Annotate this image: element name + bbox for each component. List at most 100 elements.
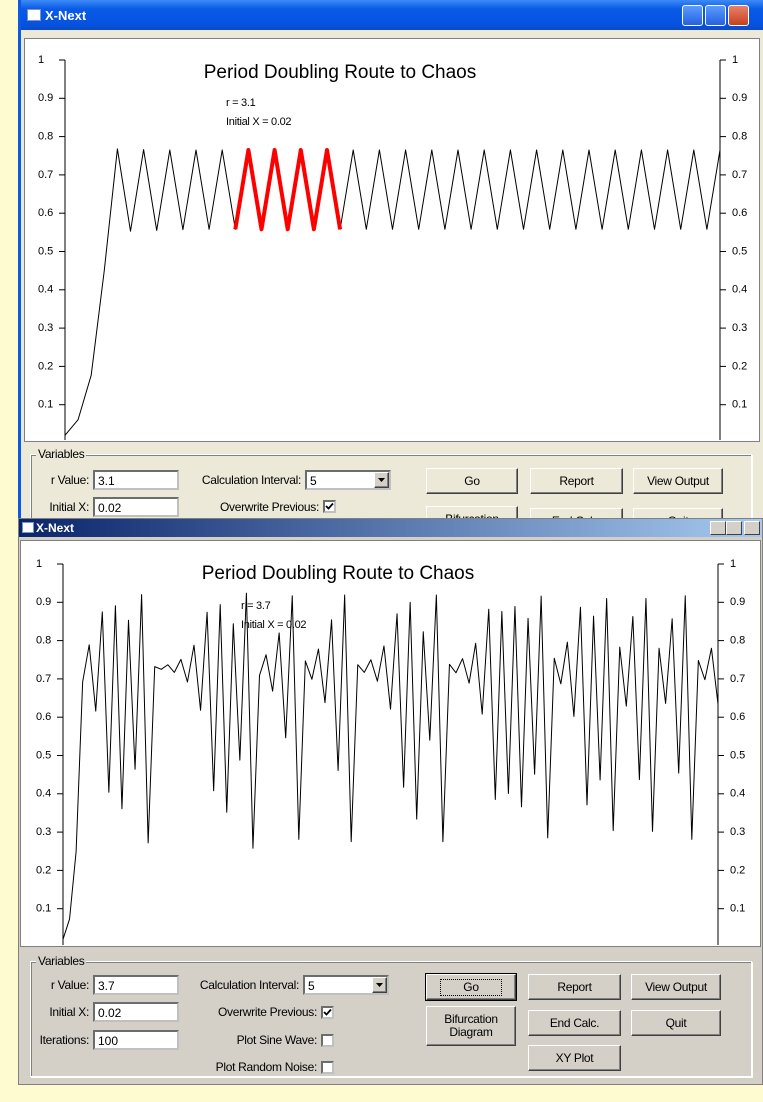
button[interactable]: Go — [425, 973, 517, 1001]
y-tick-label: 0.1 — [36, 903, 51, 915]
button[interactable]: Quit — [633, 508, 723, 520]
checkbox[interactable] — [321, 1006, 334, 1019]
y-tick-label: 0.4 — [36, 788, 51, 800]
window: X-Next 0.1 0.1 0.2 0.2 0.3 0.3 0.4 0.4 0.5 0.5 0.6… — [18, 518, 763, 1085]
button[interactable]: View Output — [633, 468, 723, 494]
text-box[interactable]: 0.02 — [93, 1002, 179, 1022]
button[interactable]: Go — [426, 468, 518, 494]
check-mark — [323, 1008, 332, 1016]
text-box[interactable]: 3.1 — [93, 470, 179, 490]
dropdown-arrow — [378, 478, 385, 482]
field-label: Iterations: — [39, 1033, 90, 1047]
app-icon — [22, 522, 34, 533]
y-tick-label: 0.2 — [36, 864, 51, 876]
text-box[interactable]: 100 — [93, 1030, 179, 1050]
chart-panel — [24, 38, 760, 442]
y-tick-label: 0.4 — [730, 788, 745, 800]
close-button[interactable] — [744, 521, 760, 535]
data-line — [62, 592, 719, 940]
field-label: Calculation Interval: — [201, 473, 301, 487]
y-tick-label: 0.5 — [732, 245, 747, 257]
y-tick-label: 0.8 — [730, 635, 745, 647]
dropdown-button[interactable] — [372, 977, 387, 993]
y-tick-label: 0.9 — [38, 92, 53, 104]
y-tick-label: 0.8 — [732, 131, 747, 143]
app-icon — [27, 9, 41, 21]
button[interactable]: End Calc. — [528, 1010, 621, 1036]
button[interactable]: Bifurcation Diagram — [426, 1006, 516, 1046]
annotation: r = 3.1 — [226, 97, 256, 109]
y-tick-label: 0.1 — [38, 399, 53, 411]
button[interactable]: End Calc. — [530, 508, 623, 520]
y-tick-label: 1 — [732, 54, 738, 66]
chart: 0.1 0.1 0.2 0.2 0.3 0.3 0.4 0.4 0.5 0.5 0.6 0.6 0.7 0… — [38, 54, 747, 440]
y-tick-label: 0.2 — [38, 360, 53, 372]
dropdown-button[interactable] — [374, 472, 389, 488]
y-tick-label: 0.8 — [38, 131, 53, 143]
y-tick-label: 0.6 — [732, 207, 747, 219]
data-line — [233, 148, 343, 232]
check-label: Plot Random Noise: — [215, 1060, 318, 1074]
window-title: X-Next — [36, 521, 75, 535]
text-box[interactable]: 0.02 — [93, 497, 179, 517]
text-box[interactable]: 3.7 — [93, 975, 179, 995]
button[interactable]: Bifurcation — [426, 506, 518, 520]
title-bar: X-Next — [19, 519, 762, 537]
field-label: r Value: — [50, 473, 89, 487]
y-tick-label: 0.3 — [38, 322, 53, 334]
y-tick-label: 0.9 — [730, 596, 745, 608]
chart: 0.1 0.1 0.2 0.2 0.3 0.3 0.4 0.4 0.5 0.5 0.6 0.6 0.7 0… — [36, 558, 745, 945]
y-tick-label: 0.3 — [36, 826, 51, 838]
group-label: Variables — [36, 954, 87, 968]
window-title: X-Next — [45, 8, 87, 23]
window: X-Next 0.1 0.1 0.2 0.2 0.3 0.3 0.4 0.4 0.5 0.5 0.6… — [18, 0, 763, 520]
checkbox[interactable] — [323, 500, 336, 513]
combo-box[interactable]: 5 — [305, 470, 391, 490]
field-label: Initial X: — [49, 500, 89, 514]
y-tick-label: 0.9 — [732, 92, 747, 104]
data-line — [64, 148, 721, 436]
y-tick-label: 0.5 — [36, 749, 51, 761]
button[interactable]: Report — [528, 974, 621, 1000]
group-box — [30, 961, 752, 1077]
minimize-button[interactable] — [710, 521, 726, 535]
field-label: r Value: — [50, 978, 89, 992]
maximize-button[interactable] — [726, 521, 742, 535]
maximize-button[interactable] — [705, 5, 726, 26]
y-tick-label: 0.1 — [730, 903, 745, 915]
check-label: Overwrite Previous: — [220, 500, 319, 514]
button[interactable]: Report — [530, 468, 623, 494]
annotation: Initial X = 0.02 — [226, 116, 291, 128]
y-tick-label: 0.5 — [730, 749, 745, 761]
y-tick-label: 0.6 — [36, 711, 51, 723]
y-tick-label: 0.8 — [36, 635, 51, 647]
combo-box[interactable]: 5 — [303, 975, 389, 995]
checkbox[interactable] — [321, 1061, 334, 1074]
check-stroke — [323, 1008, 332, 1016]
field-label: Calculation Interval: — [199, 978, 299, 992]
y-tick-label: 0.6 — [38, 207, 53, 219]
annotation: r = 3.7 — [241, 600, 271, 612]
title-bar: X-Next — [21, 0, 763, 30]
y-tick-label: 0.2 — [732, 360, 747, 372]
dropdown-arrow — [376, 983, 383, 987]
checkbox[interactable] — [321, 1034, 334, 1047]
check-stroke — [325, 502, 334, 510]
button[interactable]: Quit — [631, 1010, 721, 1036]
minimize-button[interactable] — [682, 5, 703, 26]
check-label: Overwrite Previous: — [218, 1005, 317, 1019]
y-tick-label: 0.4 — [38, 284, 53, 296]
y-tick-label: 0.7 — [38, 169, 53, 181]
y-tick-label: 0.2 — [730, 864, 745, 876]
close-button[interactable] — [728, 5, 749, 26]
y-tick-label: 0.7 — [730, 673, 745, 685]
button[interactable]: XY Plot — [528, 1045, 621, 1071]
button-label: Go — [440, 978, 502, 996]
y-tick-label: 0.5 — [38, 245, 53, 257]
y-tick-label: 1 — [730, 558, 736, 570]
annotation: Initial X = 0.02 — [241, 619, 306, 631]
y-tick-label: 1 — [38, 54, 44, 66]
y-tick-label: 0.1 — [732, 399, 747, 411]
button[interactable]: View Output — [631, 974, 721, 1000]
